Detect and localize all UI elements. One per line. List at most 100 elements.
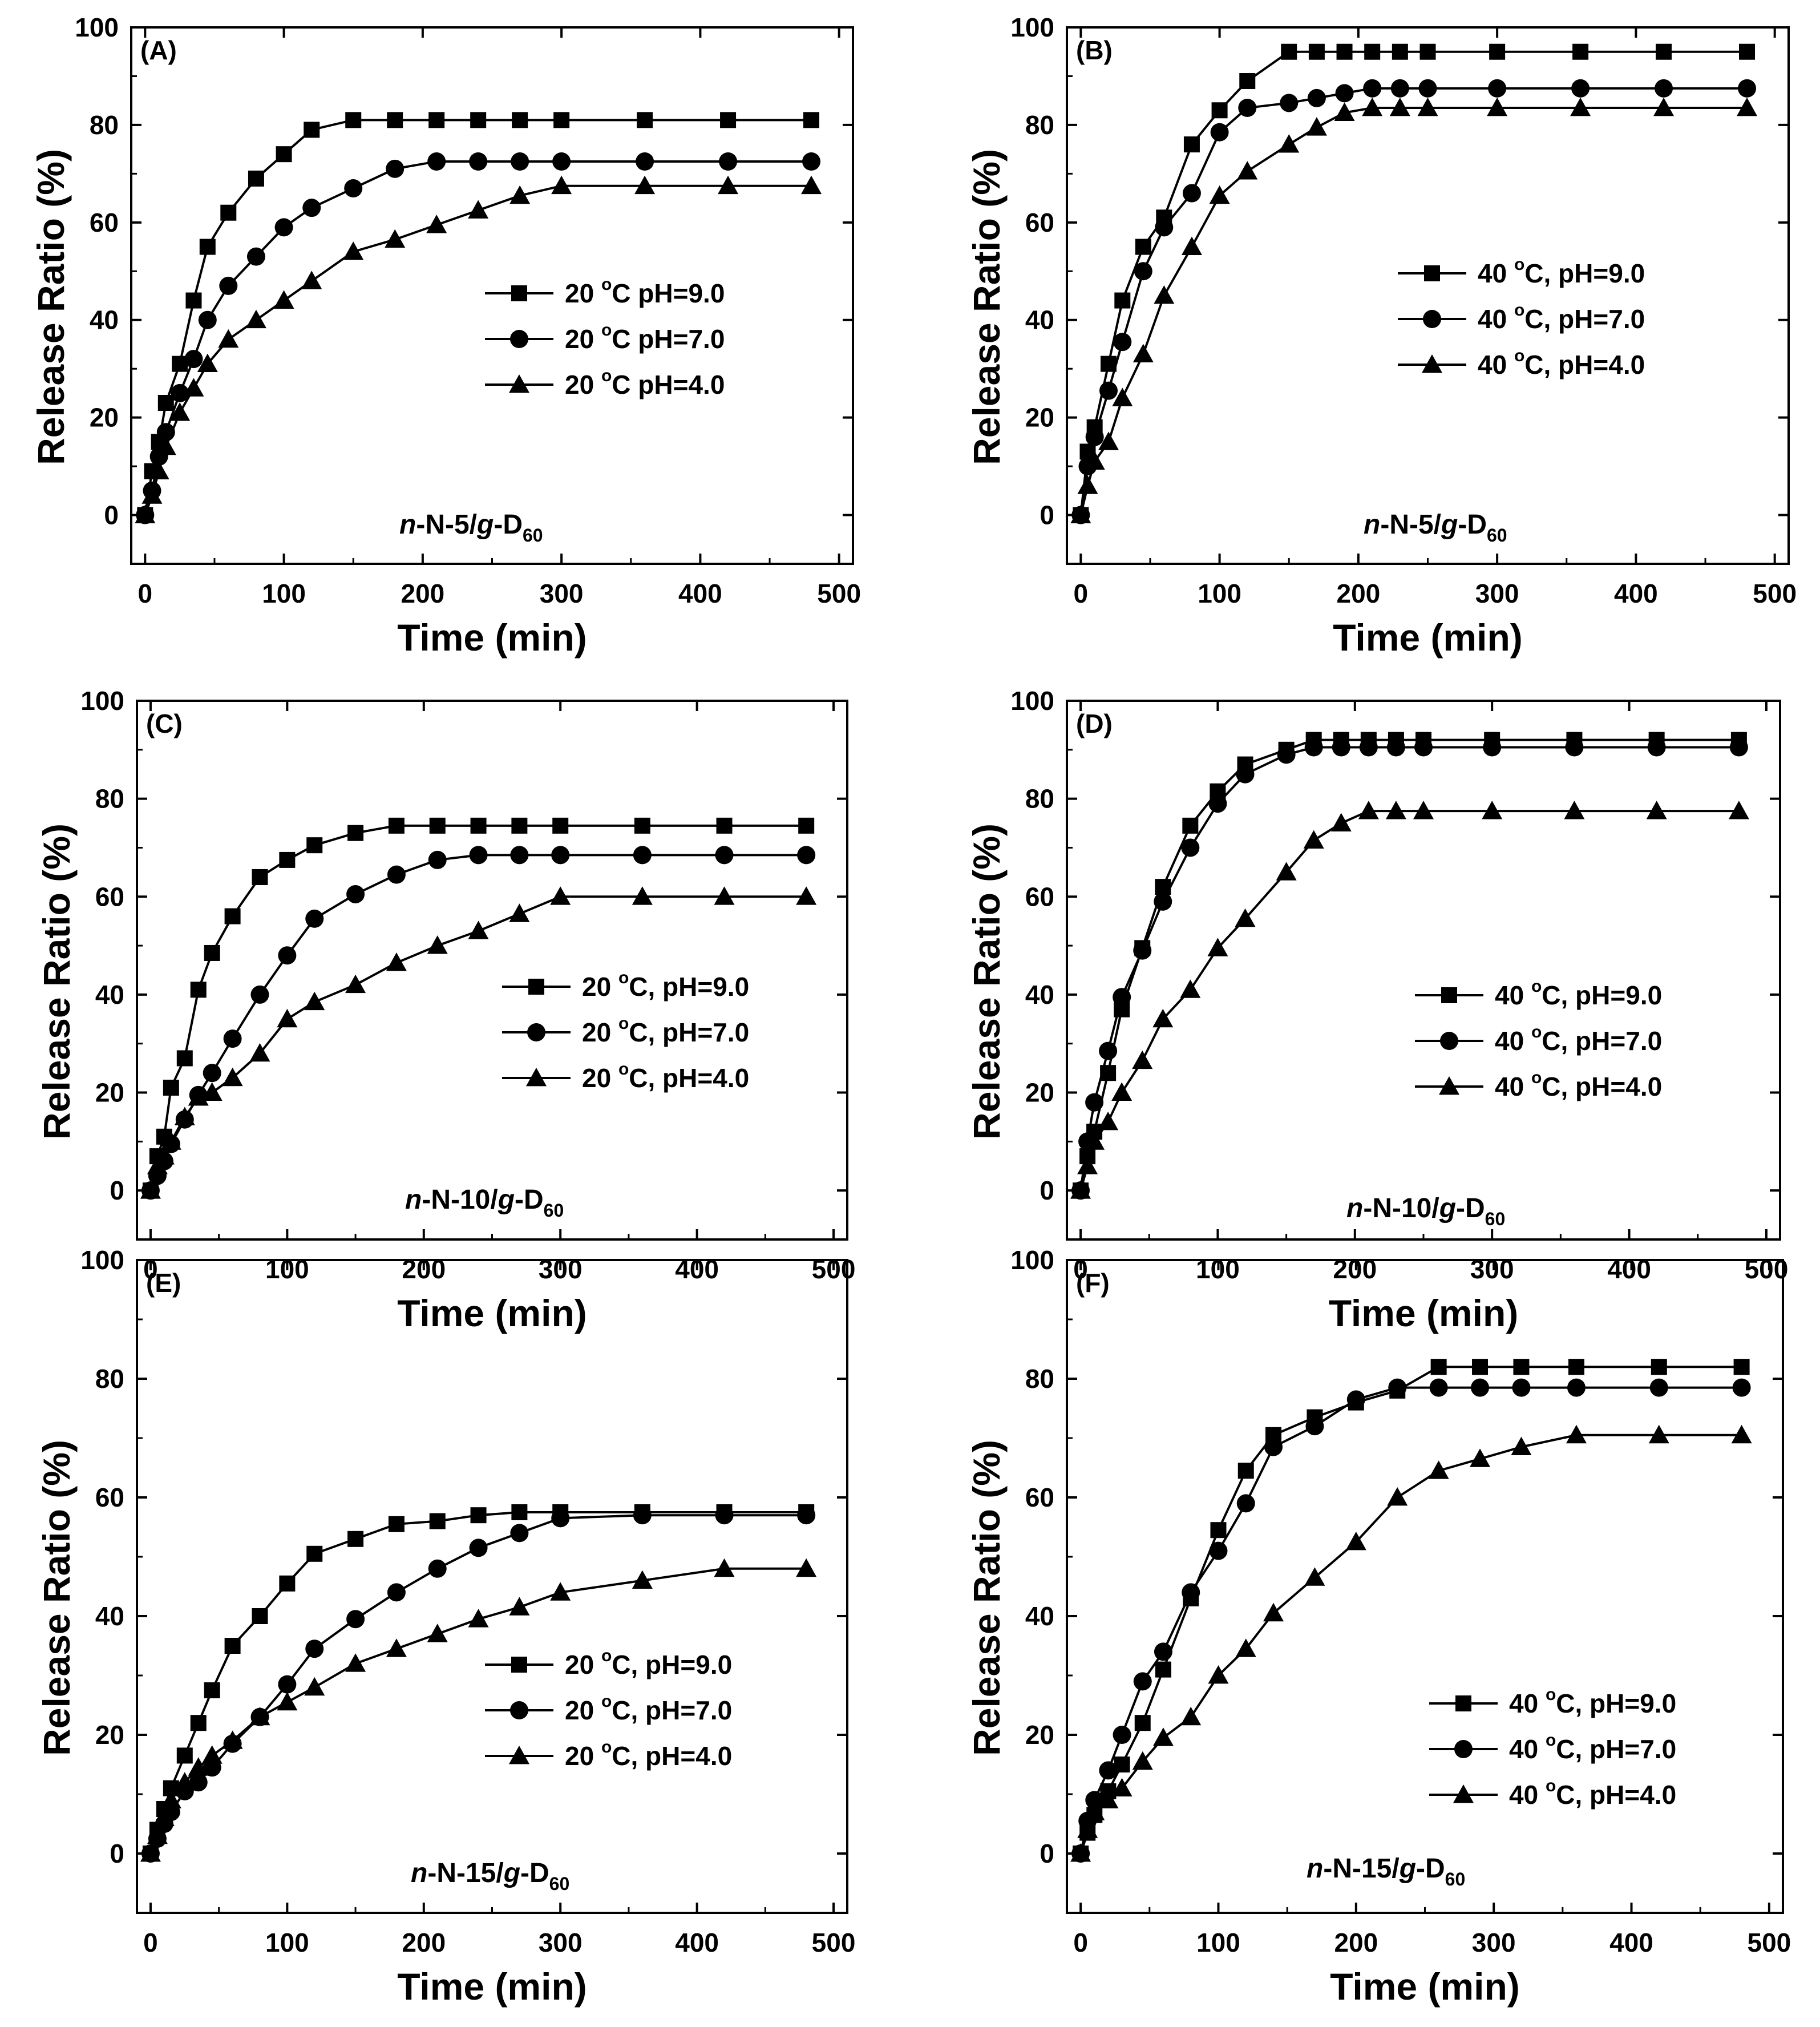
data-point — [185, 292, 202, 309]
legend-entry: 20 oC, pH=4.0 — [485, 1738, 732, 1771]
data-point — [199, 239, 216, 255]
data-point — [1133, 941, 1152, 960]
data-point — [1264, 1438, 1283, 1456]
legend-marker — [509, 1746, 529, 1764]
data-point — [1098, 1790, 1119, 1808]
y-axis-title: Release Ratio (%) — [965, 823, 1008, 1140]
sample-prefix: n — [411, 1858, 427, 1888]
data-point — [188, 1757, 209, 1776]
sample-prefix: n — [399, 510, 416, 540]
plot-frame — [136, 700, 848, 1241]
data-point — [304, 991, 325, 1011]
data-point — [203, 1064, 221, 1083]
data-point — [634, 175, 656, 195]
data-point — [470, 817, 487, 834]
data-point — [1210, 123, 1229, 142]
data-point — [1653, 98, 1675, 116]
sample-subscript: 60 — [544, 1200, 564, 1221]
data-point — [141, 485, 163, 504]
legend-entry: 20 oC, pH=4.0 — [502, 1060, 749, 1093]
data-point — [511, 1504, 528, 1520]
data-point — [1236, 765, 1255, 784]
data-point — [1113, 1726, 1131, 1744]
data-point — [1112, 387, 1133, 406]
legend-temp: 40 — [1495, 1072, 1531, 1101]
data-point — [714, 1558, 735, 1577]
data-point — [1133, 1672, 1152, 1691]
legend-temp: 20 — [582, 1063, 618, 1093]
legend-rest: C, pH=4.0 — [1524, 350, 1645, 379]
legend-temp: 20 — [565, 1741, 601, 1771]
sample-prefix: n — [405, 1185, 422, 1215]
data-point — [1098, 1112, 1119, 1130]
legend-entry: 40 oC, pH=7.0 — [1429, 1731, 1676, 1764]
legend-marker — [526, 1068, 547, 1087]
data-point — [469, 846, 488, 865]
data-point — [1303, 830, 1324, 849]
legend-marker — [510, 330, 528, 348]
legend-marker — [528, 979, 544, 995]
data-point — [190, 1715, 207, 1731]
legend-degree: o — [601, 1738, 612, 1757]
data-point — [1334, 102, 1355, 121]
sample-label: n-N-5/g-D60 — [399, 510, 543, 546]
data-point — [1305, 1417, 1324, 1436]
data-point — [155, 436, 176, 455]
data-point — [803, 112, 820, 128]
legend-temp: 40 — [1478, 304, 1514, 334]
legend-label: 20 oC pH=4.0 — [565, 366, 725, 399]
data-point — [714, 886, 735, 905]
x-tick-label: 300 — [540, 579, 584, 608]
legend-label: 40 oC, pH=4.0 — [1478, 346, 1645, 379]
data-point — [171, 383, 189, 402]
panel-label: (A) — [140, 35, 177, 65]
data-point — [1182, 817, 1199, 834]
x-tick-label: 300 — [1475, 579, 1519, 608]
data-point — [204, 944, 220, 961]
data-point — [248, 170, 264, 187]
data-point — [184, 350, 203, 369]
x-tick-label: 500 — [1747, 1928, 1791, 1957]
series-circle — [1071, 79, 1757, 524]
legend-label: 40 oC, pH=7.0 — [1495, 1023, 1662, 1056]
sample-prefix: n — [1364, 510, 1380, 540]
y-axis-title: Release Ratio (%) — [35, 1440, 78, 1756]
y-tick-label: 80 — [90, 110, 119, 140]
data-point — [1308, 43, 1325, 60]
data-point — [719, 152, 738, 171]
series-square — [137, 112, 820, 523]
legend-temp: 40 — [1495, 980, 1531, 1010]
data-point — [1182, 1583, 1200, 1602]
data-point — [386, 1638, 407, 1657]
data-point — [176, 1050, 193, 1067]
x-tick-label: 100 — [262, 579, 306, 608]
data-point — [1430, 1359, 1447, 1375]
data-point — [552, 817, 569, 834]
legend-marker — [1439, 1076, 1459, 1095]
legend-marker — [1424, 265, 1440, 281]
panel-label: (D) — [1076, 709, 1113, 738]
series-triangle — [140, 886, 817, 1199]
data-point — [1077, 1156, 1098, 1174]
y-tick-label: 60 — [1025, 882, 1054, 911]
data-point — [634, 817, 650, 834]
y-tick-label: 0 — [110, 1176, 124, 1205]
x-axis-title: Time (min) — [397, 1292, 587, 1334]
data-point — [302, 199, 321, 217]
data-point — [1387, 1487, 1408, 1506]
legend-degree: o — [1531, 1068, 1542, 1087]
x-tick-label: 400 — [1607, 1254, 1651, 1284]
sample-label: n-N-10/g-D60 — [405, 1185, 564, 1221]
y-axis-title: Release Ratio (%) — [35, 823, 78, 1140]
data-point — [1345, 1532, 1366, 1550]
data-point — [715, 846, 734, 865]
y-tick-label: 40 — [1025, 1601, 1054, 1631]
data-point — [1208, 794, 1227, 813]
data-point — [301, 270, 322, 289]
y-tick-label: 100 — [1010, 686, 1054, 716]
legend-temp: 40 — [1478, 350, 1514, 379]
data-point — [1571, 79, 1590, 98]
legend-marker — [1441, 987, 1457, 1003]
data-point — [1132, 1751, 1153, 1770]
